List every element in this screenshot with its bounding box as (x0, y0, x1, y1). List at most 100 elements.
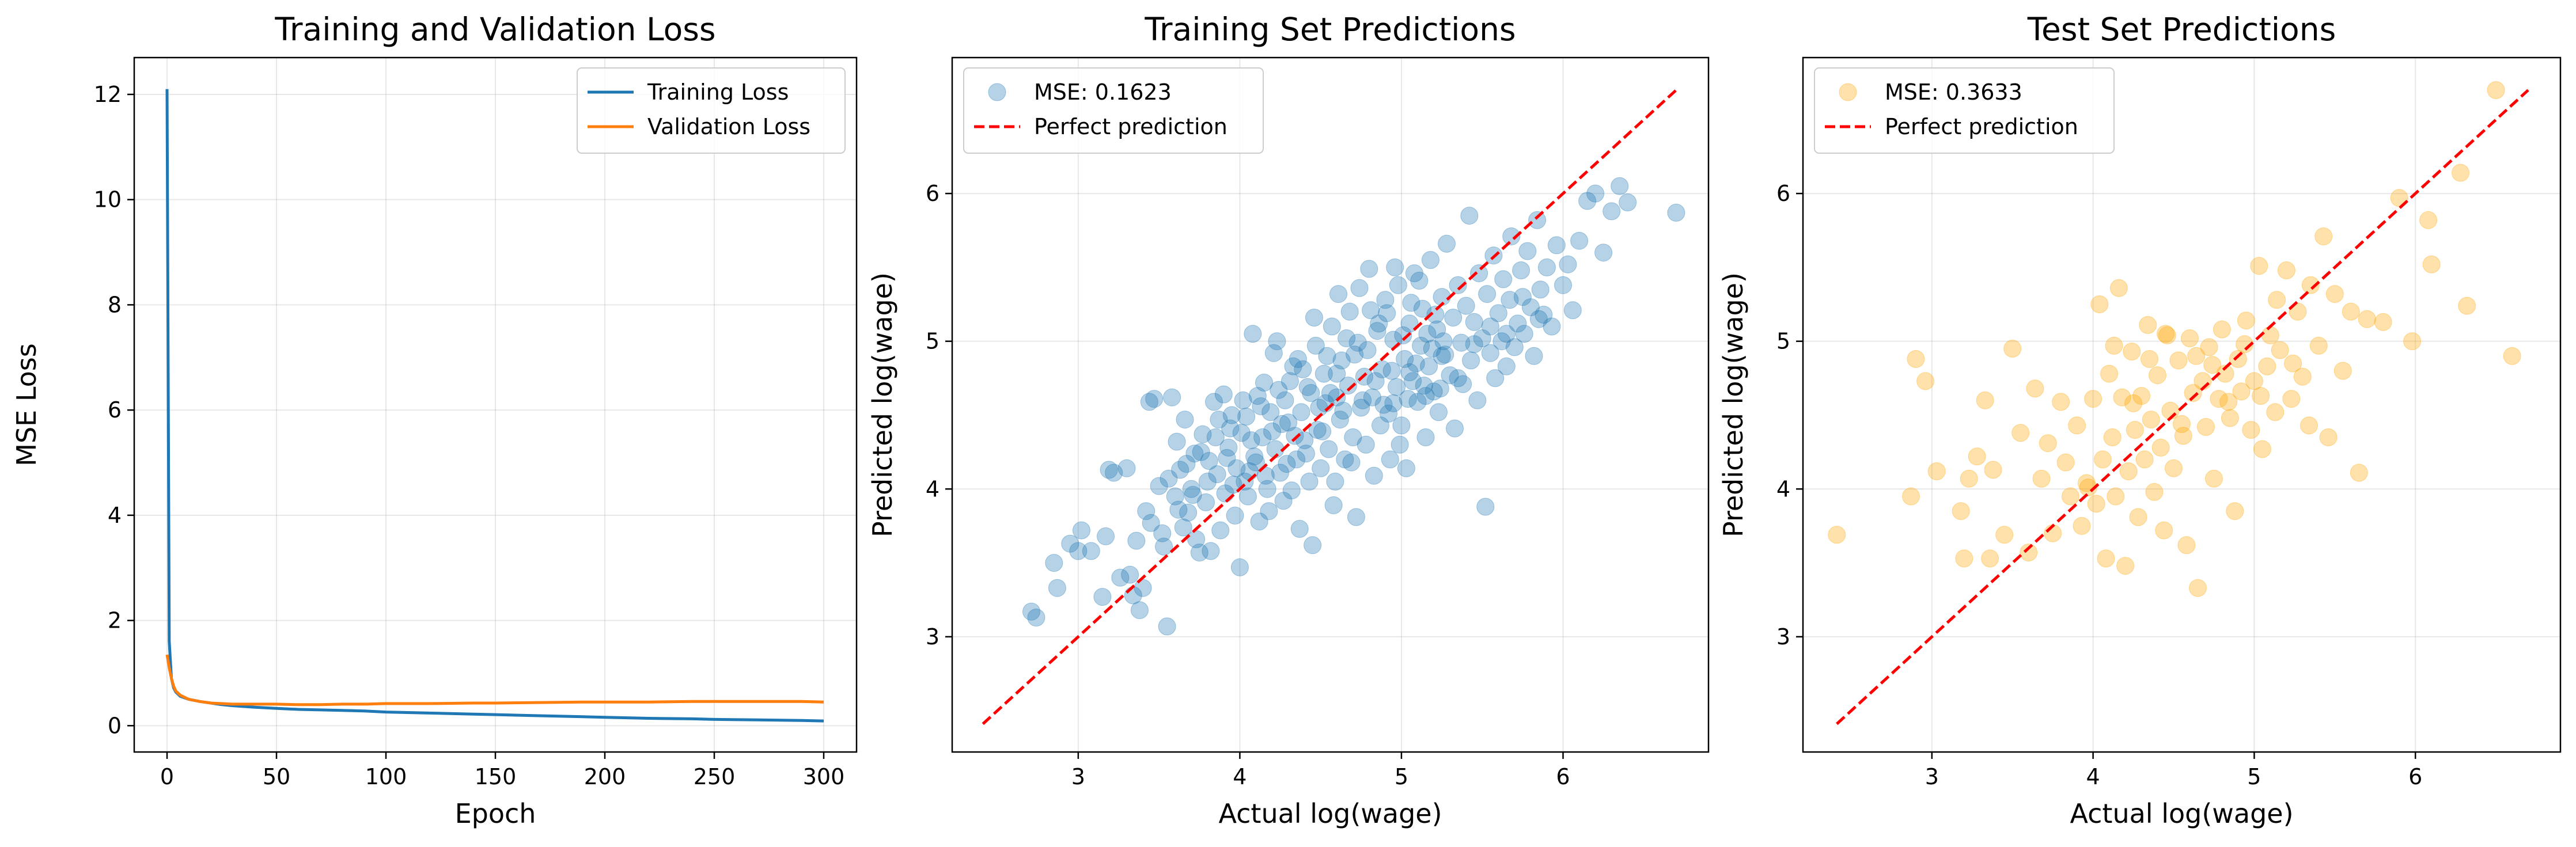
scatter-point (1097, 527, 1115, 545)
scatter-point (2149, 366, 2166, 385)
scatter-point (2032, 469, 2051, 488)
scatter-point (2266, 403, 2285, 421)
y-tick-label: 5 (1776, 329, 1790, 354)
y-tick-label: 12 (94, 82, 122, 107)
scatter-point (1286, 427, 1304, 445)
scatter-point (1150, 477, 1168, 495)
scatter-point (1194, 425, 1212, 443)
x-tick-label: 150 (475, 764, 517, 789)
y-tick-label: 6 (108, 397, 122, 423)
scatter-point (2124, 394, 2143, 412)
scatter-point (2314, 227, 2333, 245)
scatter-point (2165, 459, 2183, 477)
x-tick-label: 0 (160, 764, 174, 789)
scatter-point (2503, 347, 2521, 365)
scatter-point (1328, 388, 1346, 407)
scatter-point (1320, 440, 1338, 458)
scatter-point (2073, 516, 2091, 535)
legend-swatch (988, 83, 1006, 101)
scatter-point (2052, 393, 2070, 411)
scatter-point (1236, 472, 1254, 491)
scatter-point (1515, 325, 1533, 343)
scatter-point (1397, 459, 1415, 477)
scatter-point (2087, 495, 2105, 513)
scatter-point (1559, 255, 1577, 274)
scatter-point (2301, 276, 2320, 294)
training-predictions-chart: 3 4 5 6 3 4 5 6 Training Set Predictions Actual l… (867, 11, 1710, 829)
scatter-point (1489, 304, 1507, 322)
scatter-point (1473, 329, 1491, 347)
scatter-point (2103, 428, 2122, 446)
scatter-point (1321, 384, 1339, 402)
scatter-point (1486, 369, 1505, 388)
scatter-point (2020, 544, 2038, 562)
scatter-point (1168, 432, 1186, 451)
scatter-point (2174, 427, 2192, 445)
scatter-point (2084, 390, 2103, 408)
scatter-point (1134, 579, 1152, 597)
scatter-point (2181, 329, 2199, 347)
scatter-point (1276, 391, 1294, 409)
scatter-point (1497, 357, 1516, 375)
scatter-point (1082, 542, 1100, 560)
scatter-point (1363, 388, 1381, 407)
scatter-point (1314, 364, 1333, 383)
scatter-point (1462, 351, 1480, 370)
scatter-point (2003, 340, 2022, 358)
scatter-point (1130, 601, 1149, 620)
scatter-point (1145, 390, 1164, 408)
scatter-point (1386, 258, 1404, 276)
scatter-point (2216, 364, 2234, 383)
scatter-point (1423, 340, 1441, 358)
scatter-point (1392, 416, 1411, 435)
scatter-point (1072, 521, 1090, 540)
scatter-point (1907, 350, 1925, 368)
scatter-point (1230, 558, 1249, 576)
scatter-point (2261, 326, 2279, 344)
scatter-point (2232, 382, 2251, 401)
scatter-point (1358, 341, 1377, 359)
scatter-point (1298, 378, 1317, 396)
scatter-point (1476, 497, 1495, 516)
scatter-point (1250, 512, 1268, 531)
scatter-point (1478, 285, 1497, 303)
scatter-point (1340, 302, 1359, 321)
scatter-point (2268, 291, 2286, 309)
scatter-point (2113, 388, 2131, 407)
scatter-point (2252, 387, 2270, 405)
scatter-point (2109, 279, 2128, 297)
scatter-point (1494, 270, 1513, 288)
scatter-point (1372, 416, 1389, 435)
scatter-point (2039, 434, 2057, 453)
scatter-point (1366, 372, 1385, 390)
scatter-point (1279, 413, 1298, 432)
y-tick-label: 8 (108, 292, 122, 317)
scatter-point (1121, 565, 1139, 584)
scatter-point (1388, 378, 1406, 396)
y-tick-label: 4 (1776, 476, 1790, 502)
scatter-point (1155, 537, 1173, 556)
scatter-point (1501, 291, 1519, 309)
scatter-point (2452, 164, 2469, 182)
scatter-point (2422, 255, 2441, 274)
scatter-point (1234, 391, 1252, 409)
scatter-point (1313, 422, 1331, 440)
scatter-point (2419, 211, 2438, 229)
scatter-point (2309, 336, 2328, 355)
scatter-point (1305, 309, 1323, 327)
legend-box (963, 67, 1264, 154)
scatter-point (1537, 258, 1556, 276)
scatter-point (1952, 502, 1970, 521)
scatter-point (1380, 404, 1397, 423)
scatter-point (1289, 350, 1307, 368)
scatter-point (1270, 381, 1288, 399)
scatter-point (2116, 557, 2135, 575)
scatter-point (2245, 372, 2263, 390)
scatter-point (2142, 411, 2160, 429)
y-axis-label: Predicted log(wage) (1718, 272, 1749, 537)
scatter-point (1407, 354, 1425, 373)
scatter-point (1211, 521, 1230, 540)
scatter-point (1396, 350, 1414, 368)
scatter-point (1360, 260, 1378, 278)
x-axis-label: Actual log(wage) (2070, 798, 2293, 829)
